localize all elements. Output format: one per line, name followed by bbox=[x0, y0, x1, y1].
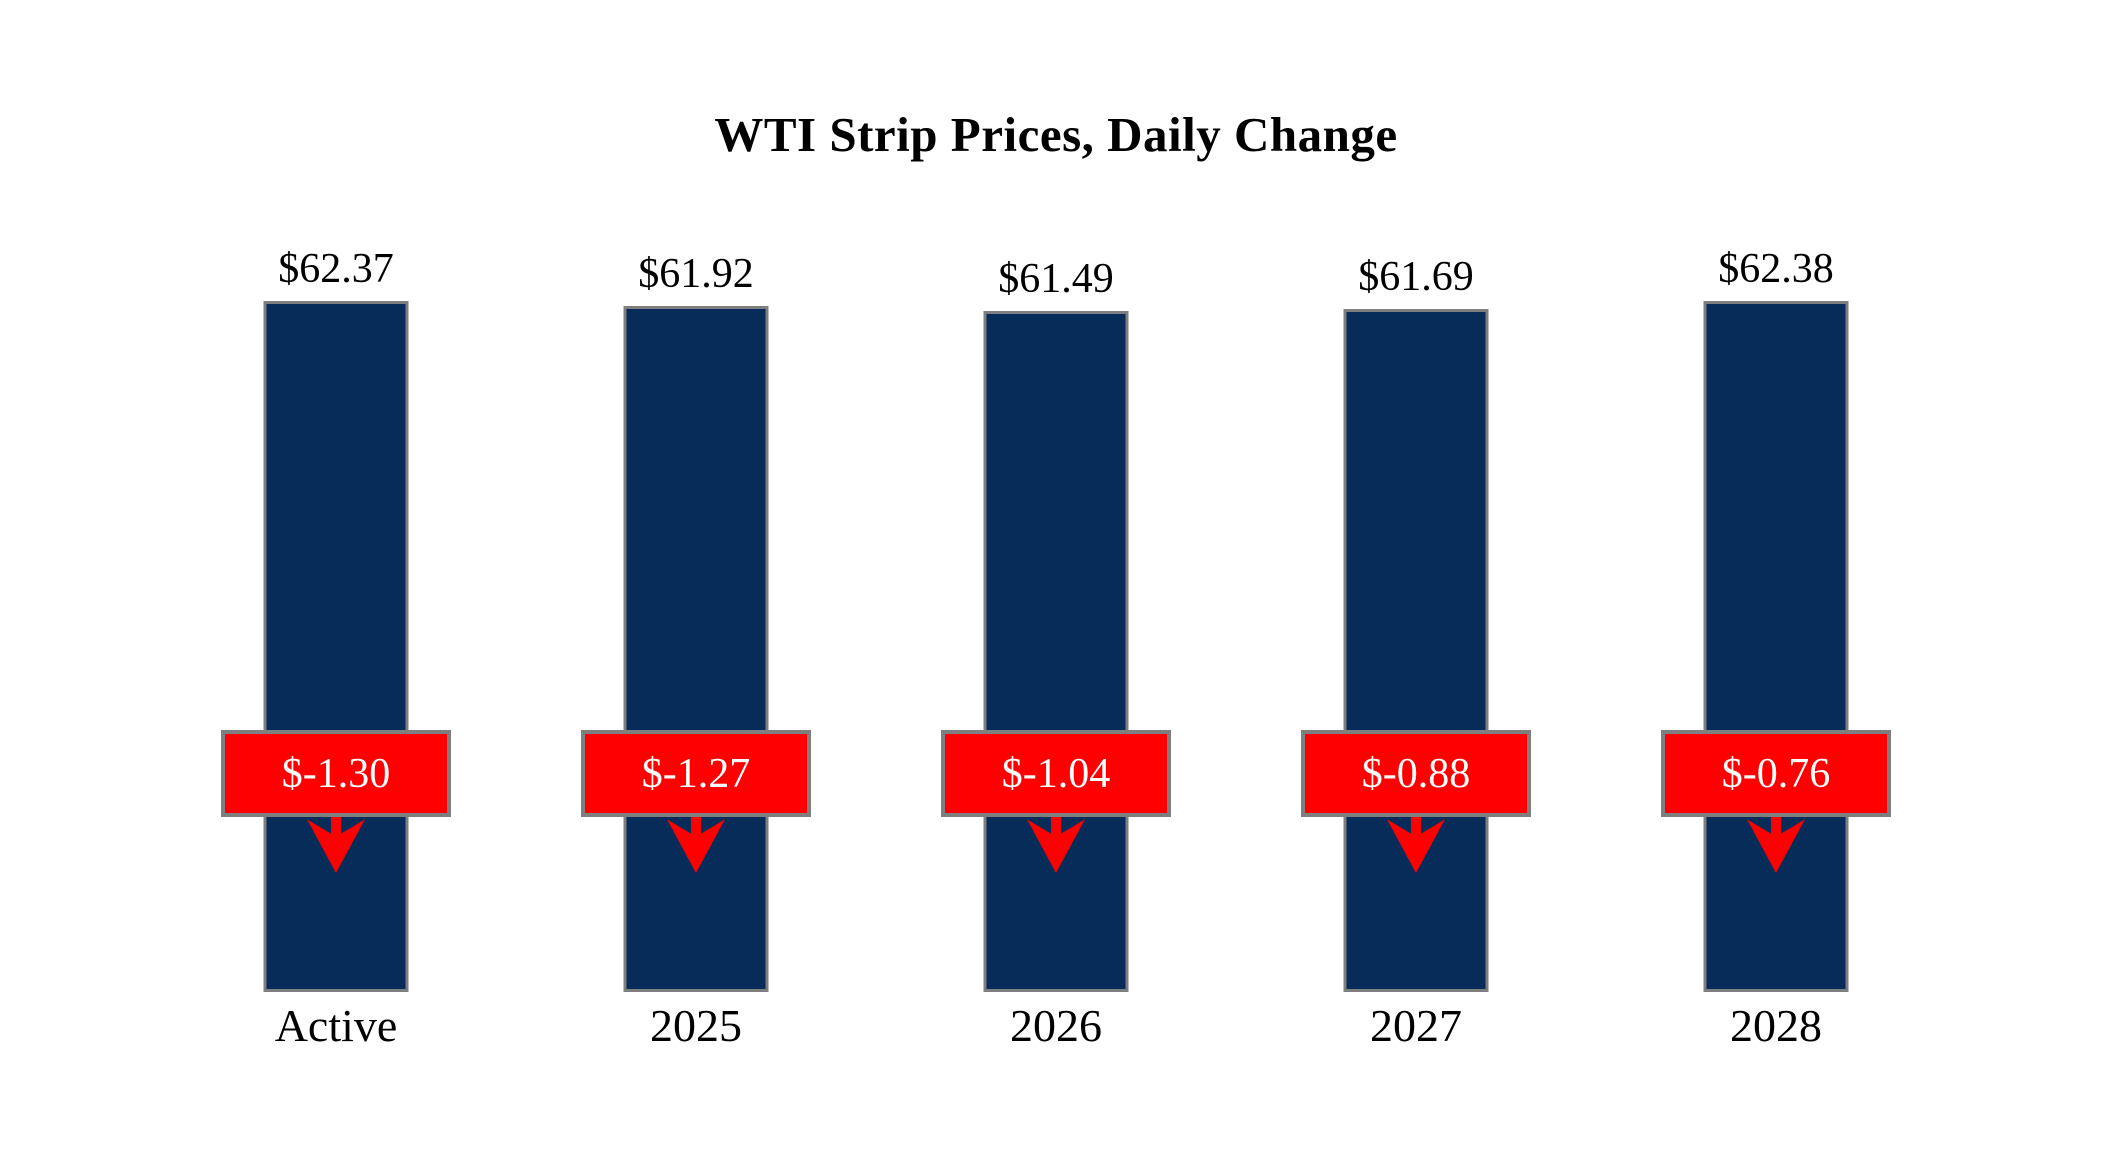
price-bar bbox=[1343, 309, 1489, 992]
down-arrow-icon bbox=[1747, 813, 1805, 873]
daily-change-value: $-1.30 bbox=[281, 750, 391, 797]
category-label: 2025 bbox=[650, 1000, 742, 1051]
category-label: 2027 bbox=[1370, 1000, 1462, 1051]
price-label: $62.38 bbox=[1718, 246, 1834, 292]
bar-group-2027: $61.69 $-0.88 2027 bbox=[1236, 0, 1596, 1152]
daily-change-badge: $-1.27 bbox=[581, 730, 811, 817]
down-arrow-icon bbox=[307, 813, 365, 873]
daily-change-value: $-1.04 bbox=[1001, 750, 1111, 797]
price-bar bbox=[1703, 301, 1849, 992]
category-label: Active bbox=[274, 1000, 398, 1051]
chart-title: WTI Strip Prices, Daily Change bbox=[714, 107, 1398, 162]
price-bar bbox=[983, 311, 1129, 992]
price-label: $62.37 bbox=[278, 246, 394, 292]
price-bar bbox=[623, 306, 769, 992]
category-label: 2028 bbox=[1730, 1000, 1822, 1051]
bar-group-2028: $62.38 $-0.76 2028 bbox=[1596, 0, 1956, 1152]
price-label: $61.92 bbox=[638, 251, 754, 297]
daily-change-badge: $-1.30 bbox=[221, 730, 451, 817]
daily-change-badge: $-1.04 bbox=[941, 730, 1171, 817]
bar-group-2025: $61.92 $-1.27 2025 bbox=[516, 0, 876, 1152]
category-label: 2026 bbox=[1010, 1000, 1102, 1051]
bar-chart: $62.37 $-1.30 Active $61.92 $-1.27 2025 … bbox=[156, 0, 1956, 1152]
price-label: $61.49 bbox=[998, 256, 1114, 302]
down-arrow-icon bbox=[667, 813, 725, 873]
daily-change-badge: $-0.88 bbox=[1301, 730, 1531, 817]
price-label: $61.69 bbox=[1358, 254, 1474, 300]
bar-group-2026: $61.49 $-1.04 2026 bbox=[876, 0, 1236, 1152]
daily-change-value: $-0.88 bbox=[1361, 750, 1471, 797]
daily-change-badge: $-0.76 bbox=[1661, 730, 1891, 817]
daily-change-value: $-0.76 bbox=[1721, 750, 1831, 797]
price-bar bbox=[263, 301, 409, 992]
down-arrow-icon bbox=[1387, 813, 1445, 873]
down-arrow-icon bbox=[1027, 813, 1085, 873]
daily-change-value: $-1.27 bbox=[641, 750, 751, 797]
bar-group-active: $62.37 $-1.30 Active bbox=[156, 0, 516, 1152]
